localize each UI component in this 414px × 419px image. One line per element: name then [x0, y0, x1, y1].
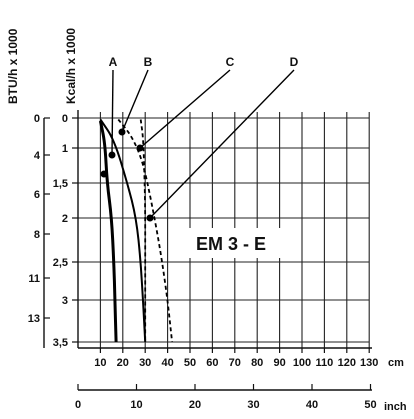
- cm-tick-label: 80: [251, 357, 263, 369]
- series-d-label: D: [290, 55, 299, 69]
- inch-axis-unit: inch: [384, 401, 407, 413]
- inch-tick-label: 10: [130, 399, 142, 411]
- series: A B C D: [98, 55, 299, 343]
- cm-tick-label: 130: [360, 357, 378, 369]
- cm-tick-label: 120: [338, 357, 356, 369]
- inch-tick-label: 20: [189, 399, 201, 411]
- inch-tick-label: 50: [364, 399, 376, 411]
- series-b-marker: [118, 128, 126, 136]
- inch-tick-label: 30: [247, 399, 259, 411]
- cm-tick-label: 70: [229, 357, 241, 369]
- inch-tick-label: 40: [306, 399, 318, 411]
- series-a-label: A: [109, 55, 118, 69]
- ticks: 0 1 1,5 2 2,5 3 3,5 0 4 6 8 11 13 10 20 30 40 50 60 70 80 90 1…: [28, 113, 379, 411]
- kcal-tick-label: 1,5: [53, 178, 68, 190]
- btu-axis-label: BTU/h x 1000: [6, 28, 20, 104]
- series-d-marker: [146, 214, 154, 222]
- kcal-axis-label: Kcal/h x 1000: [64, 28, 78, 104]
- kcal-tick-label: 0: [62, 113, 68, 125]
- cm-tick-label: 110: [316, 357, 334, 369]
- series-c-line: [139, 119, 147, 342]
- cm-tick-label: 50: [184, 357, 196, 369]
- series-d-leader: [149, 69, 295, 219]
- btu-tick-label: 0: [34, 113, 40, 125]
- btu-tick-label: 13: [28, 313, 40, 325]
- cm-axis-unit: cm: [388, 357, 404, 369]
- series-c-leader: [139, 69, 231, 149]
- cm-tick-label: 60: [206, 357, 218, 369]
- btu-tick-label: 8: [34, 229, 40, 241]
- series-a-leader: [111, 69, 114, 156]
- btu-tick-label: 4: [34, 150, 41, 162]
- series-a-line: [98, 120, 118, 343]
- kcal-tick-label: 3: [62, 295, 68, 307]
- btu-tick-label: 11: [28, 273, 40, 285]
- cm-tick-label: 40: [161, 357, 173, 369]
- btu-tick-label: 6: [34, 189, 40, 201]
- kcal-tick-label: 2: [62, 213, 68, 225]
- inch-tick-label: 0: [75, 399, 81, 411]
- series-c-marker: [136, 144, 144, 152]
- cm-tick-label: 10: [94, 357, 106, 369]
- axes: [43, 110, 372, 391]
- model-label-box: [184, 228, 288, 258]
- series-b-line: [99, 118, 147, 343]
- series-b-label: B: [144, 55, 153, 69]
- model-label: EM 3 - E: [196, 234, 266, 254]
- kcal-tick-label: 3,5: [53, 337, 68, 349]
- grid: [78, 112, 370, 348]
- cm-tick-label: 30: [139, 357, 151, 369]
- cm-tick-label: 90: [273, 357, 285, 369]
- series-a-point: [100, 170, 108, 178]
- kcal-tick-label: 2,5: [53, 257, 68, 269]
- kcal-tick-label: 1: [62, 143, 68, 155]
- series-c-label: C: [226, 55, 235, 69]
- series-d-line: [117, 118, 173, 343]
- series-b-leader: [121, 69, 149, 133]
- cm-tick-label: 100: [293, 357, 311, 369]
- cm-tick-label: 20: [117, 357, 129, 369]
- series-a-marker: [108, 151, 116, 159]
